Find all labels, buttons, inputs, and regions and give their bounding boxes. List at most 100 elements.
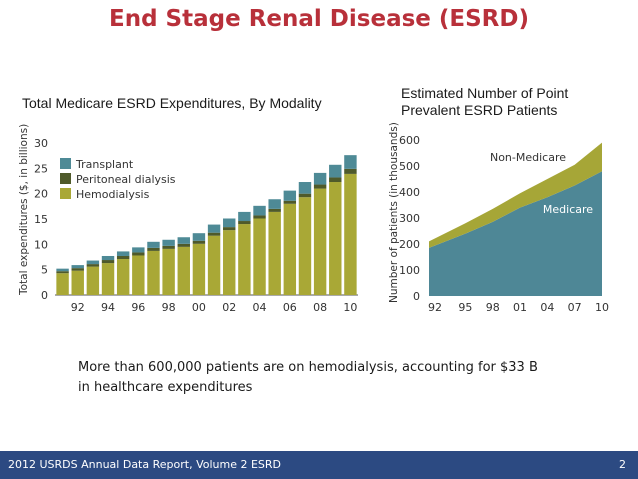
x-tick-label: 04 (540, 301, 554, 314)
peritoneal-bar (313, 184, 327, 189)
peritoneal-bar (116, 255, 130, 260)
hemodialysis-bar (101, 263, 115, 295)
transplant-bar (86, 260, 100, 265)
peritoneal-bar (71, 268, 84, 271)
patients-chart-title: Estimated Number of Point Prevalent ESRD… (401, 85, 569, 118)
hemodialysis-bar (132, 255, 145, 295)
peritoneal-bar (56, 271, 69, 274)
transplant-bar (329, 164, 342, 178)
x-tick-label: 10 (343, 301, 357, 314)
transplant-bar (298, 182, 312, 194)
transplant-bar (177, 237, 190, 244)
hemodialysis-bar (56, 273, 69, 295)
transplant-bar (207, 224, 221, 233)
y-tick-label: 0 (41, 289, 48, 302)
footer-source: 2012 USRDS Annual Data Report, Volume 2 … (8, 458, 282, 471)
legend-swatch (60, 173, 71, 184)
y-tick-label: 100 (399, 264, 420, 277)
transplant-bar (313, 172, 327, 185)
transplant-bar (147, 241, 160, 248)
peritoneal-bar (283, 200, 297, 204)
x-tick-label: 00 (192, 301, 206, 314)
x-tick-label: 08 (313, 301, 327, 314)
hemodialysis-bar (313, 188, 327, 295)
peritoneal-bar (132, 252, 145, 256)
y-tick-label: 25 (34, 162, 48, 175)
peritoneal-bar (147, 247, 160, 251)
transplant-bar (268, 199, 281, 209)
peritoneal-bar (344, 168, 357, 174)
hemodialysis-bar (223, 230, 236, 295)
transplant-bar (223, 218, 236, 228)
y-tick-label: 30 (34, 137, 48, 150)
hemodialysis-bar (116, 259, 130, 295)
peritoneal-bar (223, 227, 236, 231)
hemodialysis-bar (147, 250, 160, 295)
slide-title: End Stage Renal Disease (ESRD) (109, 6, 529, 32)
transplant-bar (344, 155, 357, 169)
y-axis-label: Total expenditures ($, in billions) (18, 124, 30, 296)
x-tick-label: 94 (101, 301, 115, 314)
hemodialysis-bar (344, 173, 357, 295)
y-tick-label: 300 (399, 212, 420, 225)
hemodialysis-bar (162, 248, 175, 295)
y-tick-label: 20 (34, 188, 48, 201)
non-medicare-label: Non-Medicare (490, 151, 566, 164)
hemodialysis-bar (238, 224, 251, 295)
summary-caption: More than 600,000 patients are on hemodi… (78, 358, 598, 398)
x-tick-label: 96 (131, 301, 145, 314)
transplant-bar (132, 247, 145, 253)
y-tick-label: 0 (413, 290, 420, 303)
peritoneal-bar (86, 264, 100, 267)
hemodialysis-bar (253, 218, 266, 295)
x-tick-label: 98 (162, 301, 176, 314)
y-tick-label: 200 (399, 238, 420, 251)
page-number: 2 (619, 458, 626, 471)
expenditures-chart-title: Total Medicare ESRD Expenditures, By Mod… (22, 95, 322, 111)
x-tick-label: 92 (428, 301, 442, 314)
caption-line-2: in healthcare expenditures (78, 380, 253, 395)
legend-swatch (60, 188, 71, 199)
x-tick-label: 95 (458, 301, 472, 314)
x-tick-label: 06 (283, 301, 297, 314)
legend-label: Transplant (75, 158, 134, 171)
hemodialysis-bar (283, 203, 297, 295)
hemodialysis-bar (192, 243, 206, 295)
x-tick-label: 01 (513, 301, 527, 314)
hemodialysis-bar (207, 235, 221, 295)
transplant-bar (192, 233, 206, 241)
transplant-bar (101, 255, 115, 261)
hemodialysis-bar (298, 197, 312, 295)
y-tick-label: 15 (34, 213, 48, 226)
x-tick-label: 07 (568, 301, 582, 314)
hemodialysis-bar (86, 266, 100, 295)
y-tick-label: 400 (399, 186, 420, 199)
y-axis-label: Number of patients (in thousands) (388, 122, 400, 303)
x-tick-label: 04 (253, 301, 267, 314)
legend-swatch (60, 158, 71, 169)
medicare-label: Medicare (543, 203, 593, 216)
transplant-bar (116, 251, 130, 256)
y-tick-label: 5 (41, 264, 48, 277)
transplant-bar (56, 268, 69, 272)
transplant-bar (283, 190, 297, 201)
peritoneal-bar (162, 245, 175, 249)
peritoneal-bar (177, 243, 190, 247)
x-tick-label: 92 (71, 301, 85, 314)
hemodialysis-bar (329, 182, 342, 295)
x-tick-label: 98 (486, 301, 500, 314)
non-medicare-area (429, 142, 602, 248)
caption-line-1: More than 600,000 patients are on hemodi… (78, 360, 538, 375)
peritoneal-bar (238, 221, 251, 225)
hemodialysis-bar (71, 270, 84, 295)
x-tick-label: 02 (222, 301, 236, 314)
peritoneal-bar (101, 260, 115, 264)
x-tick-label: 10 (595, 301, 609, 314)
hemodialysis-bar (268, 211, 281, 295)
peritoneal-bar (207, 232, 221, 236)
peritoneal-bar (192, 240, 206, 244)
hemodialysis-bar (177, 246, 190, 295)
footer-bar: 2012 USRDS Annual Data Report, Volume 2 … (0, 451, 638, 479)
transplant-bar (162, 239, 175, 246)
peritoneal-bar (268, 208, 281, 212)
